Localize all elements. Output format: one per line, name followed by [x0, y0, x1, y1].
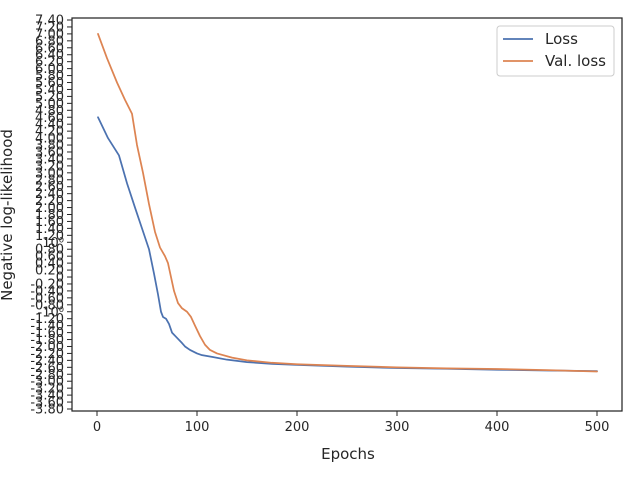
y-tick-label: -3.40	[30, 389, 64, 404]
y-tick-label: 3.80	[35, 139, 64, 154]
y-tick-label: 2.40	[35, 187, 64, 202]
y-tick-label: 6.40	[35, 48, 64, 63]
y-tick-label: 1.40	[35, 222, 64, 237]
y-tick-label: 2.60	[35, 180, 64, 195]
y-tick-label: 0.60	[35, 250, 64, 265]
y-tick-label: 6.80	[35, 34, 64, 49]
y-tick-label: -10⁰	[38, 305, 64, 320]
plot-frame	[71, 17, 623, 412]
y-tick-label: 7.00	[35, 27, 64, 42]
x-axis-label: Epochs	[321, 445, 375, 463]
y-axis-label: Negative log-likelihood	[0, 129, 16, 301]
legend: Loss Val. loss	[496, 25, 615, 77]
y-tick-label: 1.60	[35, 215, 64, 230]
y-tick-label: 5.20	[35, 90, 64, 105]
y-tick-label: 3.20	[35, 159, 64, 174]
x-tick-label: 100	[185, 420, 210, 435]
y-tick-label: 0.20	[35, 264, 64, 279]
x-axis-ticks: 0 100 200 300 400 500	[93, 411, 610, 435]
series-line-0	[97, 116, 598, 373]
y-tick-label: 10⁰	[42, 236, 64, 251]
y-tick-label: 7.20	[35, 20, 64, 35]
y-tick-label: 5.80	[35, 69, 64, 84]
y-tick-label: 7.40	[35, 14, 64, 29]
y-tick-label: 6.00	[35, 62, 64, 77]
y-tick-label: 5.40	[35, 83, 64, 98]
y-tick-label: -0.60	[30, 291, 64, 306]
y-tick-label: 0.40	[35, 257, 64, 272]
x-tick-label: 300	[385, 420, 410, 435]
y-tick-label: 0	[56, 271, 64, 286]
y-tick-label: -3.80	[30, 403, 64, 418]
y-tick-label: -1.20	[30, 312, 64, 327]
y-tick-label: 2.00	[35, 201, 64, 216]
x-tick-label: 0	[93, 420, 101, 435]
legend-label-val-loss: Val. loss	[545, 52, 606, 70]
y-tick-label: -2.00	[30, 340, 64, 355]
y-tick-label: -3.00	[30, 375, 64, 390]
y-tick-label: 2.80	[35, 173, 64, 188]
x-tick-label: 400	[485, 420, 510, 435]
series-line-1	[97, 33, 598, 373]
y-tick-label: 2.20	[35, 194, 64, 209]
y-tick-label: -3.20	[30, 382, 64, 397]
legend-label-loss: Loss	[545, 30, 578, 48]
y-tick-label: -3.60	[30, 396, 64, 411]
y-tick-label: 4.80	[35, 104, 64, 119]
y-tick-label: -2.80	[30, 368, 64, 383]
y-tick-label: -1.80	[30, 333, 64, 348]
y-tick-label: 3.40	[35, 152, 64, 167]
y-tick-label: -0.40	[30, 284, 64, 299]
y-tick-label: 4.60	[35, 111, 64, 126]
y-tick-label: 1.80	[35, 208, 64, 223]
y-tick-label: 4.40	[35, 118, 64, 133]
y-tick-label: -0.20	[30, 277, 64, 292]
y-tick-label: 0.80	[35, 243, 64, 258]
y-tick-label: -1.60	[30, 326, 64, 341]
y-tick-label: 4.20	[35, 125, 64, 140]
y-tick-label: 3.60	[35, 145, 64, 160]
y-tick-label: -2.40	[30, 354, 64, 369]
y-tick-label: 3.00	[35, 166, 64, 181]
y-tick-label: 5.60	[35, 76, 64, 91]
y-tick-label: 6.60	[35, 41, 64, 56]
x-tick-label: 500	[585, 420, 610, 435]
y-axis-ticks: -3.80-3.60-3.40-3.20-3.00-2.80-2.60-2.40…	[30, 14, 72, 418]
plot-lines	[97, 33, 598, 373]
y-tick-label: -1.40	[30, 319, 64, 334]
y-tick-label: -0.80	[30, 298, 64, 313]
y-tick-label: 4.00	[35, 132, 64, 147]
x-tick-label: 200	[285, 420, 310, 435]
y-tick-label: 5.00	[35, 97, 64, 112]
y-tick-label: -2.60	[30, 361, 64, 376]
y-tick-label: -2.20	[30, 347, 64, 362]
y-tick-label: 1.20	[35, 229, 64, 244]
y-tick-label: 6.20	[35, 55, 64, 70]
